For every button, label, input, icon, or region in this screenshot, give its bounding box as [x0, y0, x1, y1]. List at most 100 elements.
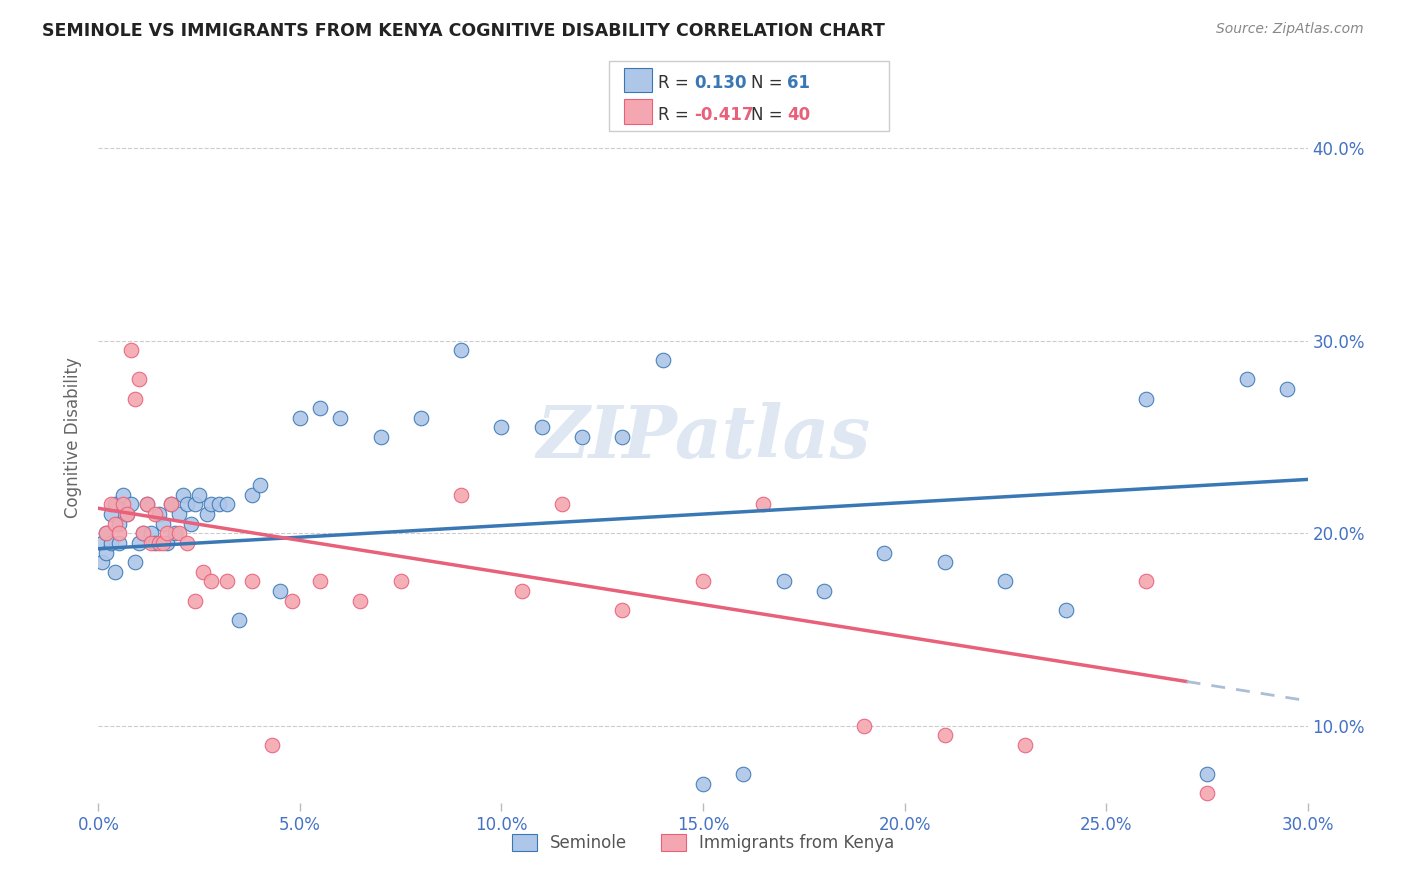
- Point: [184, 593, 207, 607]
- Point: [281, 593, 304, 607]
- Point: [115, 507, 138, 521]
- Text: SEMINOLE VS IMMIGRANTS FROM KENYA COGNITIVE DISABILITY CORRELATION CHART: SEMINOLE VS IMMIGRANTS FROM KENYA COGNIT…: [42, 22, 884, 40]
- Text: 40: 40: [787, 105, 810, 124]
- Point: [752, 498, 775, 512]
- Point: [139, 536, 162, 550]
- Point: [103, 516, 125, 531]
- Point: [107, 526, 129, 541]
- Point: [100, 507, 122, 521]
- Point: [873, 545, 896, 559]
- Point: [160, 498, 183, 512]
- Point: [167, 526, 190, 541]
- Point: [172, 488, 194, 502]
- Point: [1195, 786, 1218, 800]
- Point: [349, 593, 371, 607]
- Legend: Seminole, Immigrants from Kenya: Seminole, Immigrants from Kenya: [503, 825, 903, 860]
- Point: [370, 430, 392, 444]
- Point: [120, 498, 142, 512]
- Point: [132, 526, 155, 541]
- Point: [176, 536, 198, 550]
- Point: [994, 574, 1017, 589]
- Text: Source: ZipAtlas.com: Source: ZipAtlas.com: [1216, 22, 1364, 37]
- Point: [1195, 767, 1218, 781]
- Point: [692, 574, 714, 589]
- Point: [148, 536, 170, 550]
- Point: [269, 584, 291, 599]
- Point: [260, 738, 283, 752]
- Point: [208, 498, 231, 512]
- Point: [156, 526, 179, 541]
- Point: [612, 603, 634, 617]
- Point: [329, 410, 352, 425]
- Point: [188, 488, 211, 502]
- Point: [107, 536, 129, 550]
- Point: [240, 574, 263, 589]
- Point: [1236, 372, 1258, 386]
- Point: [91, 536, 114, 550]
- Text: R =: R =: [658, 73, 695, 92]
- Point: [96, 526, 118, 541]
- Point: [128, 372, 150, 386]
- Point: [120, 343, 142, 358]
- Point: [733, 767, 755, 781]
- Point: [135, 498, 157, 512]
- Point: [143, 536, 166, 550]
- Point: [217, 498, 239, 512]
- Point: [772, 574, 794, 589]
- Point: [651, 353, 673, 368]
- Point: [124, 555, 146, 569]
- Point: [450, 343, 472, 358]
- Point: [152, 516, 174, 531]
- Point: [200, 574, 222, 589]
- Point: [128, 536, 150, 550]
- Point: [124, 392, 146, 406]
- Point: [111, 488, 134, 502]
- Point: [309, 401, 332, 416]
- Point: [148, 507, 170, 521]
- Point: [1135, 574, 1157, 589]
- Point: [934, 728, 956, 742]
- Point: [180, 516, 202, 531]
- Point: [200, 498, 222, 512]
- Point: [103, 498, 125, 512]
- Point: [176, 498, 198, 512]
- Text: ZIPatlas: ZIPatlas: [536, 401, 870, 473]
- Point: [228, 613, 250, 627]
- Point: [195, 507, 218, 521]
- Point: [1014, 738, 1036, 752]
- Point: [160, 498, 183, 512]
- Point: [450, 488, 472, 502]
- Point: [139, 526, 162, 541]
- Point: [96, 526, 118, 541]
- Point: [510, 584, 533, 599]
- Point: [1135, 392, 1157, 406]
- Point: [163, 526, 186, 541]
- Point: [249, 478, 271, 492]
- Point: [934, 555, 956, 569]
- Point: [143, 507, 166, 521]
- Point: [240, 488, 263, 502]
- Point: [309, 574, 332, 589]
- Point: [551, 498, 574, 512]
- Point: [135, 498, 157, 512]
- Text: N =: N =: [751, 105, 787, 124]
- Point: [491, 420, 513, 434]
- Point: [813, 584, 835, 599]
- Point: [115, 507, 138, 521]
- Point: [409, 410, 432, 425]
- Text: N =: N =: [751, 73, 787, 92]
- Point: [389, 574, 412, 589]
- Point: [288, 410, 311, 425]
- Point: [217, 574, 239, 589]
- Point: [107, 516, 129, 531]
- Point: [167, 507, 190, 521]
- Point: [1277, 382, 1299, 396]
- Point: [132, 526, 155, 541]
- Y-axis label: Cognitive Disability: Cognitive Disability: [65, 357, 83, 517]
- Point: [530, 420, 553, 434]
- Point: [103, 565, 125, 579]
- Point: [184, 498, 207, 512]
- Point: [100, 536, 122, 550]
- Point: [612, 430, 634, 444]
- Point: [100, 498, 122, 512]
